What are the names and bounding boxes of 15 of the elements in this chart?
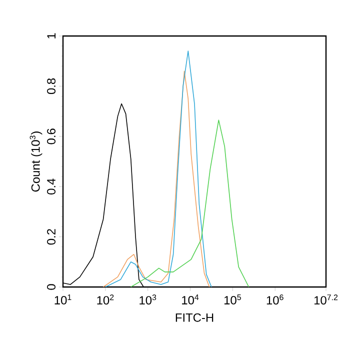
x-tick-label: 10$^{3}$ (140, 294, 156, 305)
x-tick-label: 10$^{1}$ (54, 294, 72, 304)
y-axis-title: Count (10$^{3}$) (30, 132, 42, 192)
y-tick-label: 0.2 (47, 229, 56, 245)
y-tick-label: 0.6 (47, 128, 56, 144)
x-tick-label: 10$^{6}$ (266, 294, 284, 305)
y-tick-label: 0.4 (47, 178, 56, 194)
y-tick-label: 1 (47, 33, 56, 38)
x-tick-label: 10$^{4}$ (182, 294, 199, 304)
x-axis-title: FITC-H (176, 313, 214, 322)
x-tick-label: 10$^{2}$ (97, 294, 114, 305)
y-tick-label: 0.8 (47, 78, 56, 94)
x-tick-label: 10$^{5}$ (224, 294, 241, 304)
y-tick-label: 0 (47, 284, 56, 290)
x-tick-label: 10$^{7.2}$ (314, 294, 338, 305)
